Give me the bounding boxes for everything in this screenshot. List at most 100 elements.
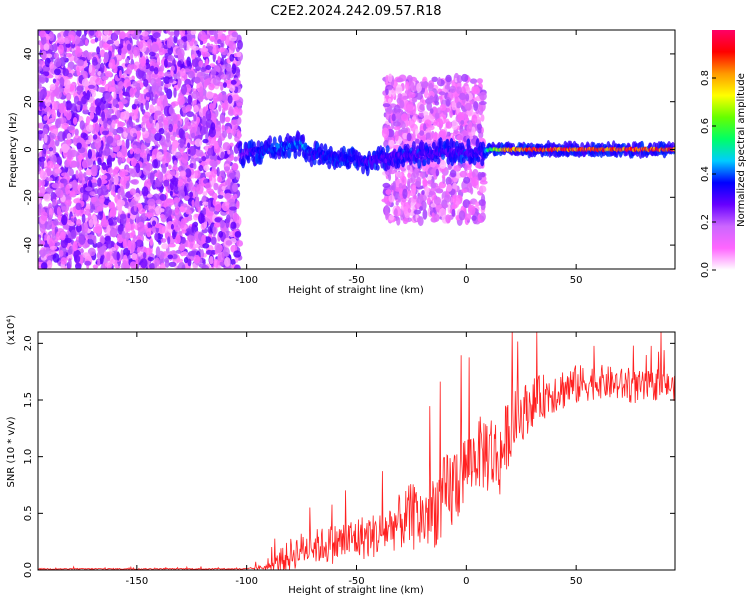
noise-blob [74,128,79,136]
noise-blob [398,183,403,189]
noise-blob [186,177,191,183]
noise-blob [392,180,396,192]
noise-blob [146,193,153,198]
noise-blob [189,40,194,47]
noise-blob [101,111,105,122]
noise-blob [65,43,71,48]
noise-blob [41,159,45,170]
noise-blob [476,78,483,84]
noise-blob [114,166,120,173]
noise-blob [116,109,121,119]
noise-blob [79,187,85,194]
noise-blob [147,38,153,46]
noise-blob [137,41,144,49]
noise-blob [191,199,195,207]
noise-blob [72,116,78,125]
noise-blob [452,194,457,205]
noise-blob [177,60,182,68]
noise-blob [196,116,201,124]
noise-blob [184,132,189,138]
noise-blob [63,54,67,62]
noise-blob [208,174,213,182]
noise-blob [94,139,102,149]
noise-blob [128,201,135,208]
noise-blob [130,244,134,254]
noise-blob [225,67,233,72]
noise-blob [405,80,409,91]
noise-blob [180,84,188,95]
noise-blob [151,73,159,78]
noise-blob [99,146,103,158]
noise-blob [469,78,478,84]
noise-blob [58,250,64,257]
noise-blob [228,208,234,219]
noise-blob [209,63,216,68]
noise-blob [127,239,132,251]
noise-blob [45,187,54,194]
noise-blob [204,78,211,84]
noise-blob [213,258,219,268]
noise-blob [402,188,408,199]
noise-blob [235,66,240,77]
noise-blob [130,157,138,167]
noise-blob [160,64,165,72]
noise-blob [221,185,226,191]
noise-blob [57,199,61,205]
noise-blob [194,199,200,209]
noise-blob [109,179,113,191]
noise-blob [67,264,71,269]
noise-blob [178,128,184,139]
noise-blob [92,264,99,269]
noise-blob [79,120,85,131]
noise-blob [52,198,57,207]
noise-blob [151,154,156,160]
noise-blob [199,86,204,97]
noise-blob [478,100,487,106]
noise-blob [179,205,185,213]
noise-blob [198,60,204,68]
noise-blob [147,222,151,229]
noise-blob [76,66,80,76]
noise-blob [183,195,190,201]
noise-blob [206,147,214,156]
noise-blob [388,139,395,147]
noise-blob [229,84,236,92]
noise-blob [168,243,176,248]
noise-blob [70,229,77,239]
noise-blob [162,175,166,182]
noise-blob [225,80,233,85]
noise-blob [213,182,219,191]
noise-blob [231,31,239,38]
noise-blob [442,203,449,209]
noise-blob [419,172,424,177]
noise-blob [222,142,231,151]
noise-blob [69,149,78,158]
noise-blob [148,51,156,57]
noise-blob [82,252,91,259]
noise-blob [202,201,210,206]
noise-blob [185,121,192,130]
noise-blob [193,162,197,170]
noise-blob [106,39,114,45]
noise-blob [46,166,51,177]
noise-blob [234,264,241,269]
noise-blob [167,55,175,62]
spectrogram-heatmap [38,30,675,269]
noise-blob [211,162,217,170]
noise-blob [105,111,112,119]
noise-blob [111,119,116,129]
noise-blob [165,132,171,143]
noise-blob [203,179,208,184]
noise-blob [46,260,53,269]
noise-blob [158,171,164,183]
noise-blob [141,114,150,124]
noise-blob [43,193,52,202]
noise-blob [184,68,191,73]
noise-blob [91,56,98,66]
ridge-halo [268,135,273,145]
noise-blob [194,76,201,84]
noise-blob [420,81,429,89]
noise-blob [64,35,72,45]
noise-blob [201,196,207,203]
